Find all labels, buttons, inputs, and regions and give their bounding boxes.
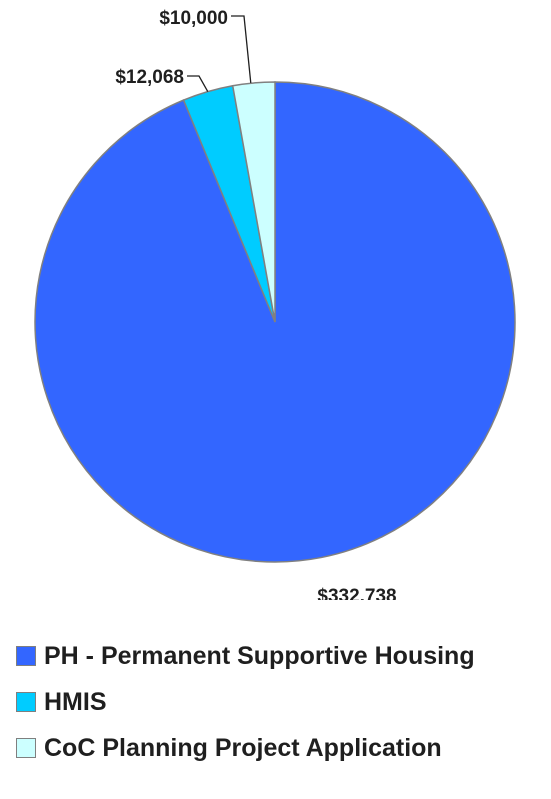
chart-legend: PH - Permanent Supportive Housing HMIS CoC…: [16, 636, 546, 774]
legend-label: PH - Permanent Supportive Housing: [44, 641, 475, 670]
legend-item-ph-permanent-supportive-housing: PH - Permanent Supportive Housing: [16, 636, 546, 676]
legend-swatch: [16, 692, 36, 712]
leader-line-coc-planning-project-application: [231, 15, 252, 84]
pie-chart: $332,738 $12,068 $10,000: [34, 8, 516, 607]
data-label-hmis: $12,068: [115, 67, 184, 88]
pie-chart-svg: $332,738 $12,068 $10,000: [34, 8, 516, 607]
data-label-coc-planning-project-application: $10,000: [159, 8, 228, 29]
legend-item-coc-planning-project-application: CoC Planning Project Application: [16, 728, 546, 768]
data-label-ph-permanent-supportive-housing: $332,738: [317, 586, 396, 600]
legend-label: CoC Planning Project Application: [44, 733, 442, 762]
pie-slice-coc-planning-project-application: [231, 81, 276, 323]
legend-swatch: [16, 646, 36, 666]
leader-line-hmis: [187, 75, 209, 92]
legend-swatch: [16, 738, 36, 758]
legend-item-hmis: HMIS: [16, 682, 546, 722]
legend-label: HMIS: [44, 687, 107, 716]
